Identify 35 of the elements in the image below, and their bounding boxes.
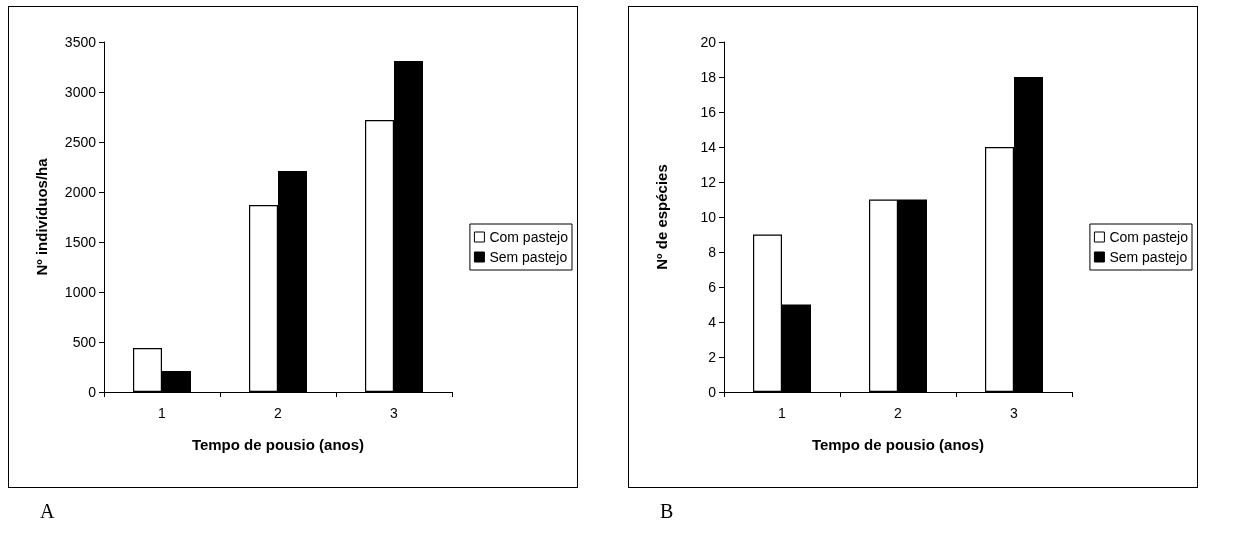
legend-label: Sem pastejo (1109, 249, 1188, 265)
y-tick-label: 500 (72, 334, 97, 350)
x-tick-label: 1 (158, 405, 167, 421)
y-tick-label: 10 (700, 209, 717, 225)
x-tick-label: 3 (1010, 405, 1019, 421)
y-tick-label: 4 (708, 314, 717, 330)
x-tick-label: 3 (390, 405, 399, 421)
y-tick-label: 0 (88, 384, 97, 400)
y-tick-label: 12 (700, 174, 717, 190)
y-tick-label: 18 (700, 69, 717, 85)
y-axis-title: Nº de espécies (653, 164, 670, 270)
x-tick-label: 2 (894, 405, 903, 421)
y-tick-label: 3000 (64, 84, 97, 100)
x-axis-title: Tempo de pousio (anos) (191, 436, 365, 453)
x-tick-label: 2 (274, 405, 283, 421)
y-tick-label: 14 (700, 139, 717, 155)
text: A (40, 500, 55, 523)
y-axis-title: Nº indivíduos/ha (33, 157, 50, 276)
y-tick-label: 0 (708, 384, 717, 400)
text: B (660, 500, 674, 523)
y-tick-label: 1000 (64, 284, 97, 300)
y-tick-label: 6 (708, 279, 717, 295)
legend-label: Com pastejo (489, 229, 569, 245)
y-tick-label: 2500 (64, 134, 97, 150)
legend-label: Sem pastejo (489, 249, 568, 265)
y-tick-label: 8 (708, 244, 717, 260)
y-tick-label: 2 (708, 349, 717, 365)
y-tick-label: 2000 (64, 184, 97, 200)
y-tick-label: 20 (700, 34, 717, 50)
y-tick-label: 16 (700, 104, 717, 120)
x-axis-title: Tempo de pousio (anos) (811, 436, 985, 453)
y-tick-label: 3500 (64, 34, 97, 50)
y-tick-label: 1500 (64, 234, 97, 250)
legend-label: Com pastejo (1109, 229, 1189, 245)
x-tick-label: 1 (778, 405, 787, 421)
